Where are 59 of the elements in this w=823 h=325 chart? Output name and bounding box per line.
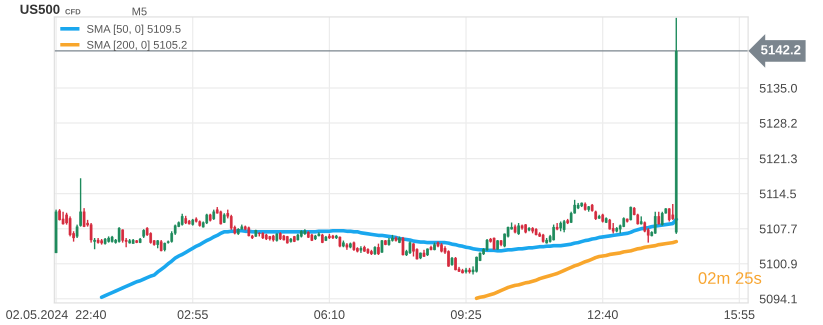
- candlestick: [562, 219, 566, 233]
- candlestick: [377, 242, 380, 256]
- candlestick: [671, 203, 674, 221]
- x-tick-label: 09:25: [450, 310, 482, 320]
- candlestick: [517, 222, 520, 236]
- candlestick: [219, 210, 222, 226]
- candlestick: [447, 250, 450, 268]
- candlestick: [402, 236, 404, 256]
- candlestick: [492, 236, 496, 251]
- candlestick: [454, 256, 457, 272]
- candlestick: [412, 242, 415, 258]
- candlestick: [380, 239, 384, 254]
- candlestick: [559, 220, 562, 232]
- x-tick-label: 02.05.2024 22:40: [6, 310, 106, 320]
- y-tick-label: 5107.7: [760, 224, 797, 234]
- y-tick-label: 5094.1: [760, 294, 797, 304]
- y-tick-label: 5128.2: [760, 118, 797, 128]
- candlestick: [552, 224, 555, 242]
- candlestick: [475, 256, 478, 274]
- y-tick-label: 5135.0: [760, 84, 797, 93]
- annotation: 02m 25s: [698, 272, 762, 284]
- candlestick: [629, 206, 632, 222]
- candlestick: [654, 210, 657, 235]
- candlestick: [486, 238, 488, 252]
- candlestick: [118, 226, 121, 244]
- candlestick: [68, 216, 72, 238]
- candlestick: [440, 242, 443, 254]
- line-series: [474, 240, 678, 300]
- x-tick-label: 06:10: [314, 310, 345, 320]
- candlestick: [524, 223, 527, 234]
- candlestick: [247, 226, 250, 238]
- candlestick: [160, 239, 163, 252]
- candlestick: [352, 240, 356, 252]
- candlestick: [62, 210, 64, 226]
- candlestick: [212, 208, 216, 221]
- x-tick-label: 02:55: [178, 310, 208, 320]
- ref-line-label: 5142.2: [761, 45, 800, 54]
- candlestick: [90, 222, 92, 244]
- x-tick-label: 15:55: [724, 310, 754, 320]
- candlestick: [668, 207, 671, 222]
- legend-label: SMA [50, 0] 5109.5: [87, 24, 181, 36]
- chart-title: US500: [20, 4, 60, 14]
- candlestick: [408, 240, 412, 255]
- candlestick: [205, 213, 208, 225]
- candlestick: [660, 210, 664, 226]
- candlestick: [657, 210, 660, 226]
- x-tick-label: 12:40: [588, 310, 618, 320]
- legend-label: SMA [200, 0] 5105.2: [87, 40, 187, 51]
- text: M5: [132, 8, 147, 16]
- candlestick: [58, 208, 61, 222]
- y-tick-label: 5114.5: [760, 190, 796, 198]
- candlestick: [180, 213, 184, 226]
- y-tick-label: 5100.9: [760, 260, 797, 268]
- candlestick: [121, 228, 124, 244]
- candlestick: [496, 239, 499, 251]
- candlestick: [93, 237, 96, 250]
- y-tick-label: 5121.3: [760, 154, 797, 164]
- candlestick: [82, 207, 86, 228]
- candlestick: [612, 222, 615, 234]
